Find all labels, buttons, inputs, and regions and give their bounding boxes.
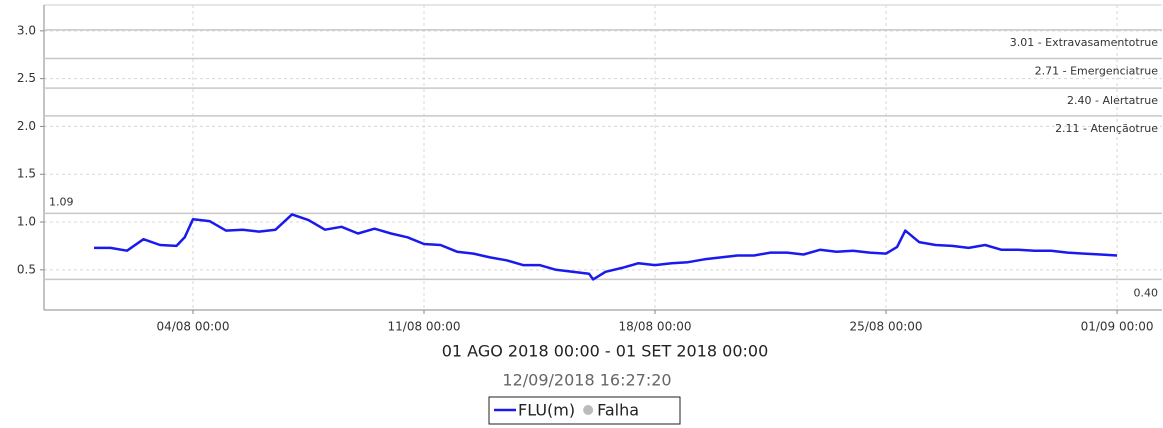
- threshold-label: 2.71 - Emergenciatrue: [1035, 65, 1159, 78]
- threshold-label: 3.01 - Extravasamentotrue: [1010, 36, 1159, 49]
- y-tick-label: 2.0: [17, 119, 36, 133]
- x-tick-label: 18/08 00:00: [619, 320, 692, 334]
- x-tick-label: 11/08 00:00: [388, 320, 461, 334]
- chart-subtitle: 12/09/2018 16:27:20: [502, 371, 671, 390]
- legend-marker: [583, 405, 594, 415]
- threshold-label: 2.11 - Atençãotrue: [1055, 122, 1158, 135]
- max-label: 1.09: [49, 195, 74, 208]
- y-tick-label: 0.5: [17, 262, 36, 276]
- legend-label: FLU(m): [518, 401, 575, 420]
- threshold-label: 2.40 - Alertatrue: [1067, 94, 1158, 107]
- y-tick-label: 2.5: [17, 71, 36, 85]
- chart-title: 01 AGO 2018 00:00 - 01 SET 2018 00:00: [442, 342, 769, 361]
- min-label: 0.40: [1134, 286, 1159, 299]
- x-tick-label: 25/08 00:00: [850, 320, 923, 334]
- y-tick-label: 3.0: [17, 23, 36, 37]
- x-tick-label: 04/08 00:00: [156, 320, 229, 334]
- y-tick-label: 1.5: [17, 167, 36, 181]
- x-tick-label: 01/09 00:00: [1081, 320, 1154, 334]
- y-tick-label: 1.0: [17, 215, 36, 229]
- data-line: [94, 213, 1118, 281]
- legend-label: Falha: [597, 401, 639, 420]
